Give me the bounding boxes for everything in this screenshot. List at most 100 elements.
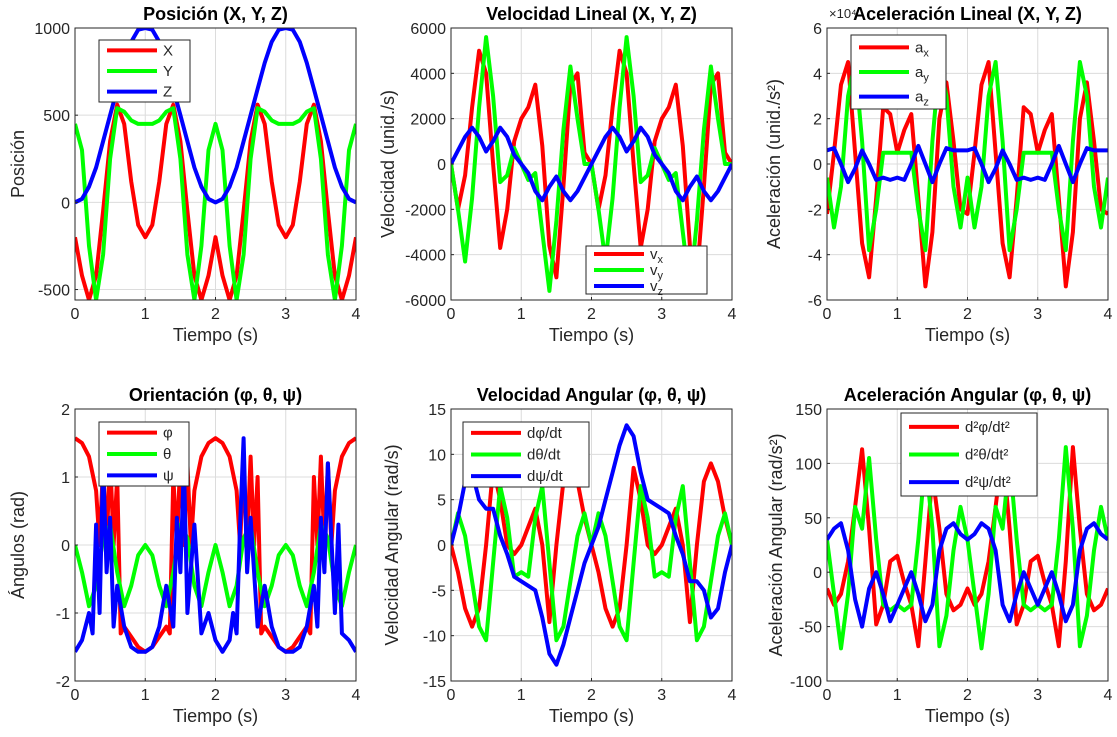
- y-tick-label: 0: [61, 195, 70, 212]
- x-axis-label: Tiempo (s): [925, 706, 1010, 726]
- legend: φθψ: [98, 421, 190, 487]
- series-line-green: [827, 60, 1108, 253]
- x-tick-label: 1: [893, 687, 902, 704]
- legend-label: dφ/dt: [527, 425, 563, 442]
- x-axis-label: Tiempo (s): [925, 325, 1010, 345]
- x-tick-label: 4: [728, 306, 737, 323]
- y-tick-label: -6: [808, 293, 822, 310]
- y-tick-label: -15: [423, 674, 446, 691]
- legend-label: ax: [915, 39, 929, 59]
- legend-label: Y: [163, 63, 173, 80]
- x-tick-label: 3: [281, 687, 290, 704]
- x-axis-label: Tiempo (s): [549, 325, 634, 345]
- legend-base: a: [915, 89, 924, 106]
- y-tick-label: 10: [428, 447, 446, 464]
- y-tick-label: 6: [813, 21, 822, 38]
- legend-base: v: [650, 278, 658, 295]
- y-tick-label: 1000: [34, 21, 70, 38]
- legend: XYZ: [98, 39, 191, 103]
- y-tick-label: -2: [808, 202, 822, 219]
- legend-label: d²ψ/dt²: [965, 474, 1011, 491]
- x-tick-label: 1: [517, 306, 526, 323]
- x-tick-label: 2: [587, 306, 596, 323]
- legend-subscript: z: [658, 286, 664, 298]
- y-tick-label: 150: [795, 402, 822, 419]
- series-line-blue: [827, 143, 1108, 185]
- chart-panel-5: 0 1 2 3 4 -15 -10 -5 0 5 10 15 Velocidad Angular (φ,…: [382, 385, 737, 726]
- legend-label: Z: [163, 84, 172, 101]
- y-axis-label: Velocidad (unid./s): [378, 90, 398, 238]
- x-tick-label: 1: [893, 306, 902, 323]
- legend-subscript: x: [923, 47, 929, 59]
- y-tick-label: 1: [61, 470, 70, 487]
- legend-base: v: [650, 262, 658, 279]
- y-tick-label: 2: [61, 402, 70, 419]
- y-tick-label: -1: [56, 606, 70, 623]
- legend-subscript: y: [658, 270, 664, 282]
- x-tick-label: 2: [211, 306, 220, 323]
- series-line-blue: [827, 521, 1108, 629]
- x-tick-label: 3: [657, 306, 666, 323]
- y-tick-label: 0: [61, 538, 70, 555]
- chart-title: Velocidad Angular (φ, θ, ψ): [477, 385, 707, 405]
- legend-subscript: z: [923, 97, 929, 109]
- legend-label: X: [163, 42, 173, 59]
- legend-label: d²θ/dt²: [965, 447, 1008, 464]
- x-tick-label: 0: [71, 306, 80, 323]
- x-tick-label: 3: [1033, 306, 1042, 323]
- x-tick-label: 0: [823, 306, 832, 323]
- chart-panel-4: 0 1 2 3 4 -2 -1 0 1 2 Orientación (φ, θ, ψ) Tiempo …: [8, 385, 361, 726]
- y-tick-label: 2000: [410, 112, 446, 129]
- series-line-red: [827, 445, 1108, 649]
- legend: dφ/dt dθ/dt dψ/dt: [462, 421, 590, 488]
- chart-title: Aceleración Angular (φ, θ, ψ): [844, 385, 1092, 405]
- series-line-blue: [451, 423, 732, 667]
- x-tick-label: 4: [728, 687, 737, 704]
- y-tick-label: 4000: [410, 66, 446, 83]
- y-tick-label: 100: [795, 456, 822, 473]
- legend-base: a: [915, 39, 924, 56]
- x-tick-label: 0: [447, 687, 456, 704]
- y-axis-label: Aceleración Angular (rad/s²): [766, 433, 786, 656]
- y-tick-label: -6000: [405, 293, 446, 310]
- x-tick-label: 0: [447, 306, 456, 323]
- legend-label: vz: [650, 278, 663, 298]
- y-tick-label: 500: [43, 108, 70, 125]
- y-axis-label: Posición: [8, 130, 28, 198]
- legend-label: az: [915, 89, 929, 109]
- legend-label: vy: [650, 262, 664, 282]
- legend-label: d²φ/dt²: [965, 419, 1010, 436]
- legend-label: ay: [915, 64, 929, 84]
- x-tick-label: 1: [141, 687, 150, 704]
- y-tick-label: 0: [437, 538, 446, 555]
- y-tick-label: -5: [432, 583, 446, 600]
- y-tick-label: 0: [813, 565, 822, 582]
- chart-panel-2: 0 1 2 3 4 -6000 -4000 -2000 0 2000 4000 6000 Velocid…: [378, 4, 737, 345]
- legend-base: a: [915, 64, 924, 81]
- y-tick-label: -100: [790, 674, 822, 691]
- series-line-red: [75, 102, 356, 300]
- y-tick-label: -2000: [405, 202, 446, 219]
- series-line-green: [75, 522, 356, 609]
- x-tick-label: 2: [963, 687, 972, 704]
- axis-exponent-label: ×10⁴: [829, 6, 857, 21]
- x-tick-label: 4: [352, 306, 361, 323]
- chart-panel-6: 0 1 2 3 4 -100 -50 0 50 100 150 Aceleración Angular…: [766, 385, 1113, 726]
- series-line-red: [75, 436, 356, 654]
- chart-title: Velocidad Lineal (X, Y, Z): [486, 4, 697, 24]
- x-tick-label: 4: [352, 687, 361, 704]
- x-tick-label: 0: [823, 687, 832, 704]
- y-tick-label: 5: [437, 493, 446, 510]
- x-axis-label: Tiempo (s): [173, 325, 258, 345]
- y-tick-label: -50: [799, 620, 822, 637]
- x-tick-label: 3: [281, 306, 290, 323]
- y-tick-label: 50: [804, 511, 822, 528]
- x-tick-label: 3: [1033, 687, 1042, 704]
- x-tick-label: 1: [141, 306, 150, 323]
- x-tick-label: 1: [517, 687, 526, 704]
- legend-subscript: y: [923, 72, 929, 84]
